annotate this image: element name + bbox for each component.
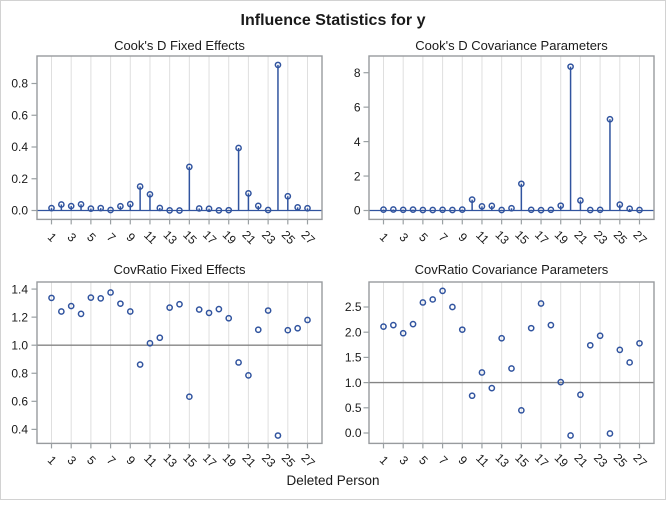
svg-text:1.2: 1.2: [11, 310, 28, 324]
svg-text:1.0: 1.0: [11, 338, 28, 352]
svg-text:CovRatio Covariance Parameters: CovRatio Covariance Parameters: [415, 262, 609, 277]
svg-text:1.5: 1.5: [345, 351, 362, 365]
svg-text:0.6: 0.6: [11, 108, 28, 122]
svg-text:0: 0: [354, 204, 361, 218]
svg-text:Cook's D Fixed Effects: Cook's D Fixed Effects: [114, 38, 245, 53]
svg-text:0.0: 0.0: [11, 204, 28, 218]
svg-text:Cook's D Covariance Parameters: Cook's D Covariance Parameters: [415, 38, 608, 53]
svg-text:2.0: 2.0: [345, 325, 362, 339]
svg-text:CovRatio Fixed Effects: CovRatio Fixed Effects: [114, 262, 246, 277]
svg-text:0.4: 0.4: [11, 423, 28, 437]
svg-text:Deleted Person: Deleted Person: [286, 473, 379, 488]
svg-text:8: 8: [354, 66, 361, 80]
svg-text:0.6: 0.6: [11, 395, 28, 409]
svg-text:0.8: 0.8: [11, 366, 28, 380]
svg-text:0.8: 0.8: [11, 77, 28, 91]
svg-text:4: 4: [354, 135, 361, 149]
svg-text:0.2: 0.2: [11, 172, 28, 186]
svg-text:0.5: 0.5: [345, 401, 362, 415]
svg-text:2: 2: [354, 169, 361, 183]
svg-text:2.5: 2.5: [345, 300, 362, 314]
svg-text:1.0: 1.0: [345, 376, 362, 390]
svg-text:6: 6: [354, 100, 361, 114]
svg-text:0.4: 0.4: [11, 140, 28, 154]
svg-text:0.0: 0.0: [345, 426, 362, 440]
svg-text:1.4: 1.4: [11, 282, 28, 296]
svg-text:Influence Statistics for y: Influence Statistics for y: [241, 12, 426, 29]
